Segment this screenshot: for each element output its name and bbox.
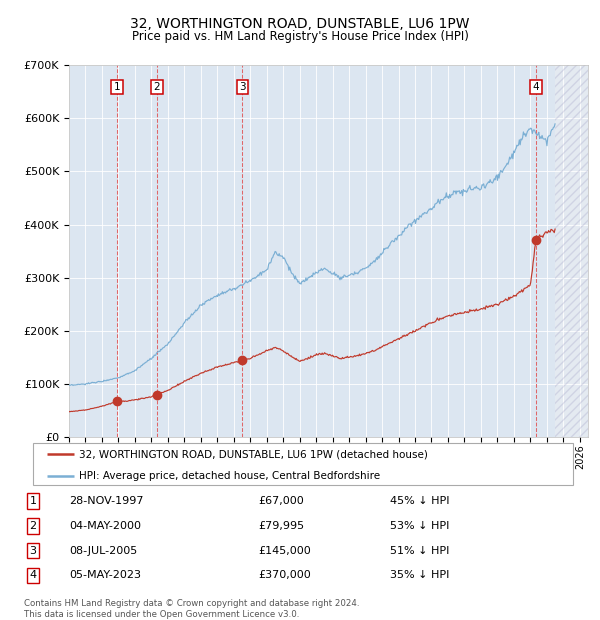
Text: Price paid vs. HM Land Registry's House Price Index (HPI): Price paid vs. HM Land Registry's House … xyxy=(131,30,469,43)
Text: 4: 4 xyxy=(29,570,37,580)
Text: 04-MAY-2000: 04-MAY-2000 xyxy=(69,521,141,531)
Bar xyxy=(555,65,588,437)
Text: 32, WORTHINGTON ROAD, DUNSTABLE, LU6 1PW: 32, WORTHINGTON ROAD, DUNSTABLE, LU6 1PW xyxy=(130,17,470,32)
Bar xyxy=(555,65,588,437)
Text: £79,995: £79,995 xyxy=(258,521,304,531)
Text: 28-NOV-1997: 28-NOV-1997 xyxy=(69,496,143,506)
Text: 35% ↓ HPI: 35% ↓ HPI xyxy=(390,570,449,580)
Text: £370,000: £370,000 xyxy=(258,570,311,580)
Text: £145,000: £145,000 xyxy=(258,546,311,556)
Text: 3: 3 xyxy=(29,546,37,556)
Text: 2: 2 xyxy=(29,521,37,531)
Text: 32, WORTHINGTON ROAD, DUNSTABLE, LU6 1PW (detached house): 32, WORTHINGTON ROAD, DUNSTABLE, LU6 1PW… xyxy=(79,450,428,459)
Text: HPI: Average price, detached house, Central Bedfordshire: HPI: Average price, detached house, Cent… xyxy=(79,471,380,480)
Text: 08-JUL-2005: 08-JUL-2005 xyxy=(69,546,137,556)
Text: 45% ↓ HPI: 45% ↓ HPI xyxy=(390,496,449,506)
Text: 4: 4 xyxy=(533,82,539,92)
Text: 1: 1 xyxy=(113,82,120,92)
Text: £67,000: £67,000 xyxy=(258,496,304,506)
Text: 1: 1 xyxy=(29,496,37,506)
Text: Contains HM Land Registry data © Crown copyright and database right 2024.
This d: Contains HM Land Registry data © Crown c… xyxy=(24,598,359,619)
Text: 2: 2 xyxy=(154,82,160,92)
Text: 51% ↓ HPI: 51% ↓ HPI xyxy=(390,546,449,556)
Text: 05-MAY-2023: 05-MAY-2023 xyxy=(69,570,141,580)
Text: 3: 3 xyxy=(239,82,245,92)
Text: 53% ↓ HPI: 53% ↓ HPI xyxy=(390,521,449,531)
